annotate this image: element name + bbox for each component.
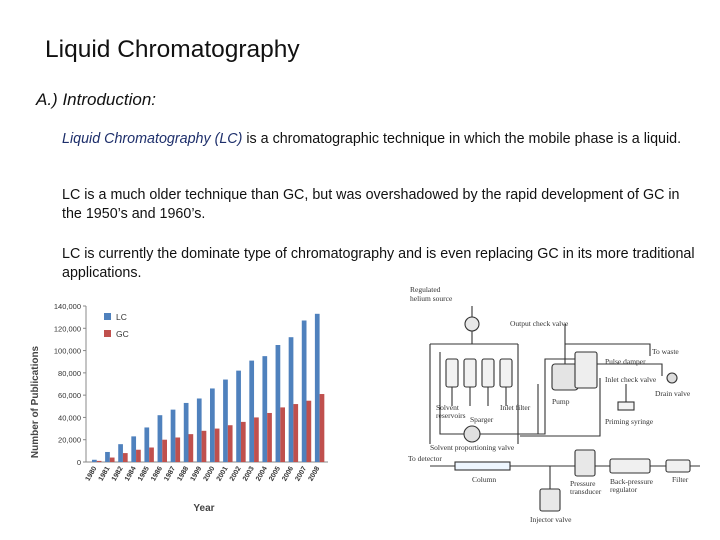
back-pressure-regulator (609, 458, 651, 474)
y-tick-label: 80,000 (58, 369, 81, 378)
legend-swatch-lc (104, 313, 111, 320)
bar-lc-1982 (118, 444, 123, 462)
bar-gc-2006 (293, 404, 299, 462)
label-transducer: transducer (570, 487, 602, 496)
definition-rest: is a chromatographic technique in which … (242, 131, 682, 147)
bar-gc-2003 (254, 417, 259, 462)
bar-gc-1986 (162, 439, 167, 462)
label-priming-syringe: Priming syringe (605, 417, 654, 426)
label-inlet-filter: Inlet filter (500, 403, 531, 412)
publications-bar-chart: Number of Publications Year 0 20,000 40,00… (28, 292, 338, 522)
bar-lc-2001 (223, 379, 228, 462)
bar-lc-1987 (170, 409, 176, 462)
pulse-damper (574, 351, 598, 389)
bar-lc-1981 (105, 451, 110, 462)
label-proportioning-valve: Solvent proportioning valve (430, 443, 515, 452)
reservoir-3 (481, 358, 495, 388)
label-drain-valve: Drain valve (655, 389, 691, 398)
paragraph-current: LC is currently the dominate type of chr… (62, 246, 695, 281)
chart-background (28, 292, 338, 522)
y-tick-label: 120,000 (54, 324, 81, 333)
bar-gc-2001 (227, 425, 233, 462)
label-pump: Pump (552, 397, 570, 406)
bar-lc-2004 (262, 356, 268, 462)
bar-lc-1999 (196, 398, 202, 462)
bar-lc-2000 (210, 388, 215, 462)
y-tick-label: 60,000 (58, 391, 81, 400)
y-tick-label: 0 (77, 458, 81, 467)
y-tick-label: 20,000 (58, 436, 81, 445)
label-to-detector: To detector (408, 454, 442, 463)
bar-gc-1984 (136, 449, 141, 462)
bar-gc-1982 (122, 453, 128, 462)
bar-lc-2008 (314, 313, 320, 462)
slide-title: Liquid Chromatography (45, 36, 300, 63)
bar-gc-1981 (109, 457, 115, 462)
proportioning-valve (463, 425, 481, 443)
lc-term: Liquid Chromatography (LC) (62, 131, 243, 147)
paragraph-definition: Liquid Chromatography (LC) is a chromato… (62, 130, 702, 149)
manifold-lines (429, 343, 519, 444)
label-column: Column (472, 475, 496, 484)
bar-lc-2005 (275, 345, 281, 462)
legend-label-lc: LC (116, 312, 127, 322)
drain-valve (666, 372, 678, 384)
reservoir-4 (499, 358, 513, 388)
bar-gc-1987 (175, 437, 181, 462)
paragraph-history: LC is a much older technique than GC, bu… (62, 187, 680, 222)
reservoir-1 (445, 358, 459, 388)
bar-gc-2005 (280, 407, 285, 462)
y-tick-label: 140,000 (54, 302, 81, 311)
label-inlet-check-valve: Inlet check valve (605, 375, 657, 384)
bar-lc-1984 (131, 436, 137, 462)
bar-lc-2003 (249, 360, 255, 462)
label-reservoirs: reservoirs (436, 411, 466, 420)
label-sparger: Sparger (470, 415, 494, 424)
helium-valve (464, 316, 480, 332)
reservoir-2 (463, 358, 477, 388)
label-pressure: Pressure (570, 479, 596, 488)
label-to-waste: To waste (652, 347, 679, 356)
bar-gc-1980 (96, 460, 102, 462)
hplc-system-diagram: Regulated helium source Output check val… (408, 285, 700, 524)
label-filter: Filter (672, 475, 689, 484)
section-heading: A.) Introduction: (36, 90, 157, 109)
label-injector-valve: Injector valve (530, 515, 572, 524)
bar-lc-1985 (144, 427, 150, 462)
legend-swatch-gc (104, 330, 111, 337)
filter (665, 459, 691, 473)
y-tick-label: 100,000 (54, 347, 81, 356)
chart-legend: LC GC (104, 312, 129, 339)
bar-gc-2000 (214, 428, 220, 462)
x-axis-label: Year (193, 503, 214, 514)
bar-gc-1988 (188, 434, 194, 462)
label-pulse-damper: Pulse damper (605, 357, 646, 366)
legend-label-gc: GC (116, 329, 129, 339)
bar-lc-2002 (236, 370, 241, 462)
y-tick-label: 40,000 (58, 413, 81, 422)
label-solvent: Solvent (436, 403, 460, 412)
pump-body (551, 363, 579, 391)
bar-lc-1986 (157, 415, 163, 462)
bar-gc-2004 (267, 412, 272, 462)
bar-gc-1985 (149, 447, 154, 462)
label-regulator: regulator (610, 485, 638, 494)
bar-gc-2008 (319, 394, 325, 462)
bar-lc-2006 (288, 337, 294, 462)
priming-syringe (617, 401, 635, 411)
bar-lc-2007 (301, 320, 307, 462)
injector-valve (539, 488, 561, 512)
bar-gc-2007 (306, 400, 312, 462)
label-regulated: Regulated (410, 285, 441, 294)
y-axis-label: Number of Publications (30, 345, 41, 458)
bar-gc-2002 (240, 421, 246, 462)
pressure-transducer (574, 449, 596, 477)
label-back-pressure: Back-pressure (610, 477, 654, 486)
column (454, 461, 511, 471)
bar-lc-1980 (92, 459, 97, 462)
label-helium-source: helium source (410, 294, 453, 303)
bar-gc-1999 (201, 430, 207, 462)
label-output-check-valve: Output check valve (510, 319, 569, 328)
bar-lc-1988 (183, 402, 189, 462)
